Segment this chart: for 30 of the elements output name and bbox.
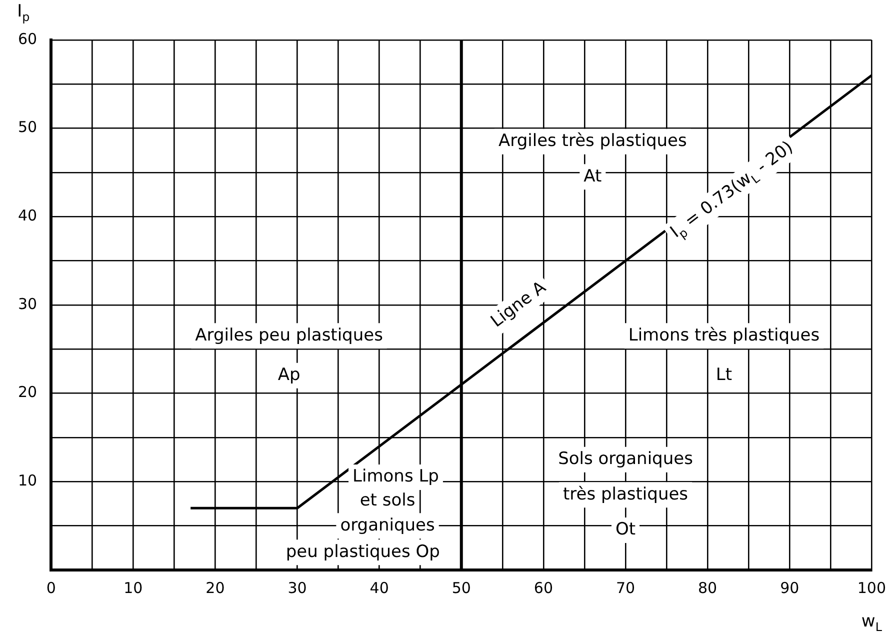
annotation: organiques <box>340 515 436 536</box>
annotation: At <box>584 166 602 186</box>
annotation: Limons très plastiques <box>628 325 820 346</box>
x-tick-label: 70 <box>616 578 636 597</box>
y-tick-label: 60 <box>18 30 38 48</box>
x-tick-label: 50 <box>452 578 471 597</box>
y-tick-label: 40 <box>18 206 38 225</box>
annotation: Argiles peu plastiques <box>195 325 384 346</box>
annotation: Lt <box>716 365 732 386</box>
annotation: et sols <box>360 490 416 511</box>
annotation: Sols organiques <box>558 449 694 470</box>
y-tick-label: 30 <box>18 294 38 313</box>
annotation: Ot <box>615 520 636 540</box>
x-tick-label: 40 <box>370 578 389 597</box>
annotation: Argiles très plastiques <box>498 131 687 152</box>
x-tick-label: 90 <box>780 578 800 597</box>
x-tick-label: 20 <box>206 578 225 597</box>
x-tick-label: 100 <box>857 578 886 597</box>
x-tick-label: 0 <box>46 578 56 597</box>
x-tick-label: 80 <box>698 578 718 597</box>
x-tick-label: 60 <box>534 578 553 597</box>
annotation: très plastiques <box>562 484 688 504</box>
y-tick-label: 10 <box>18 472 38 490</box>
y-tick-label: 20 <box>18 383 38 402</box>
annotation: peu plastiques Op <box>286 542 440 562</box>
annotation: Ap <box>278 365 300 386</box>
y-tick-label: 50 <box>18 118 38 136</box>
annotation: Limons Lp <box>352 466 439 487</box>
x-tick-label: 30 <box>288 578 307 597</box>
x-tick-label: 10 <box>124 578 143 597</box>
